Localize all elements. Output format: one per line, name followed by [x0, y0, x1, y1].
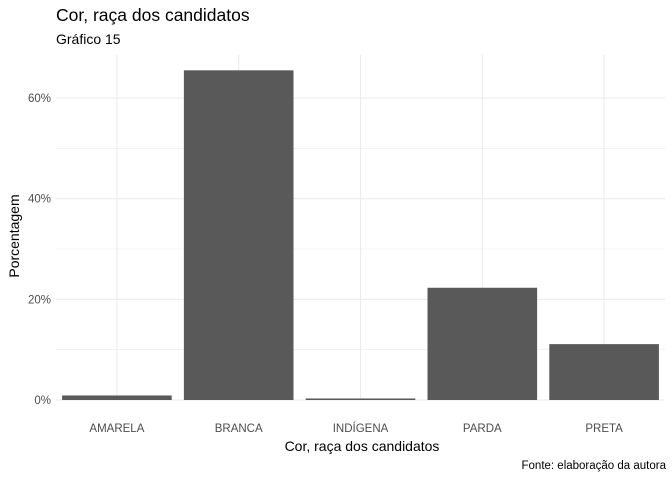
y-tick-label: 40% — [28, 194, 51, 206]
y-tick-label: 20% — [28, 294, 51, 306]
x-axis-ticks: AMARELA BRANCA INDÍGENA PARDA PRETA — [89, 422, 623, 435]
bar-branca — [183, 70, 294, 401]
bar-preta — [549, 344, 659, 400]
bar-indígena — [305, 398, 416, 400]
x-tick-label: PARDA — [463, 423, 502, 435]
y-axis-title: Porcentagem — [6, 194, 22, 277]
y-tick-label: 60% — [28, 93, 51, 105]
x-tick-label: INDÍGENA — [333, 422, 389, 435]
y-tick-label: 0% — [34, 395, 51, 407]
x-tick-label: AMARELA — [89, 423, 144, 435]
chart-title: Cor, raça dos candidatos — [56, 5, 250, 25]
x-tick-label: PRETA — [585, 423, 623, 435]
y-axis-ticks: 0% 20% 40% 60% — [28, 93, 51, 407]
bar-amarela — [62, 395, 172, 400]
x-tick-label: BRANCA — [215, 423, 263, 435]
bar-parda — [427, 287, 538, 400]
chart-caption: Fonte: elaboração da autora — [521, 460, 667, 472]
grid-lines — [56, 55, 665, 401]
bars — [62, 70, 659, 401]
x-axis-title: Cor, raça dos candidatos — [285, 438, 440, 454]
chart-subtitle: Gráfico 15 — [56, 31, 121, 47]
